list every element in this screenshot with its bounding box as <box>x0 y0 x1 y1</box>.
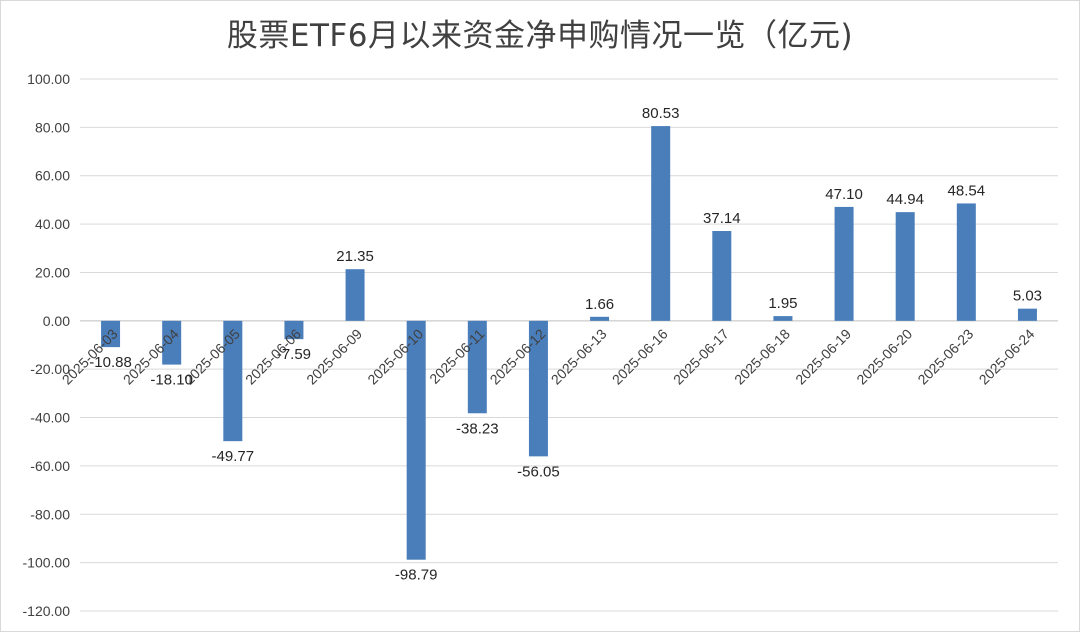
x-category-label: 2025-06-24 <box>976 325 1038 387</box>
y-tick-label: -40.00 <box>30 410 70 426</box>
data-label: -18.10 <box>150 372 193 389</box>
bar <box>1017 308 1037 321</box>
x-category-label: 2025-06-19 <box>792 325 854 387</box>
data-label: -38.23 <box>456 420 499 437</box>
data-label: -49.77 <box>212 448 255 465</box>
data-label: 47.10 <box>825 186 863 203</box>
bar <box>651 126 671 321</box>
x-category-label: 2025-06-16 <box>609 325 671 387</box>
y-tick-label: 80.00 <box>35 119 70 135</box>
x-category-label: 2025-06-23 <box>914 325 976 387</box>
data-label: 1.95 <box>768 295 797 312</box>
data-label: -10.88 <box>89 354 132 371</box>
y-tick-label: -120.00 <box>23 603 71 619</box>
bar <box>223 320 243 442</box>
x-category-label: 2025-06-18 <box>731 325 793 387</box>
bar <box>712 231 732 321</box>
data-label: -56.05 <box>517 463 560 480</box>
bar <box>956 203 976 321</box>
data-label: 44.94 <box>886 191 924 208</box>
bar <box>467 320 487 414</box>
data-label: -7.59 <box>277 346 311 363</box>
y-tick-label: 40.00 <box>35 216 70 232</box>
x-category-label: 2025-06-17 <box>670 325 732 387</box>
x-category-label: 2025-06-13 <box>548 325 610 387</box>
x-category-label: 2025-06-20 <box>853 325 915 387</box>
y-tick-label: -60.00 <box>30 458 70 474</box>
bar <box>590 316 610 321</box>
bar <box>162 320 182 365</box>
bar <box>101 320 121 348</box>
y-tick-label: 0.00 <box>43 313 70 329</box>
y-tick-label: 100.00 <box>27 71 70 87</box>
y-tick-label: 60.00 <box>35 168 70 184</box>
y-tick-label: -20.00 <box>30 361 70 377</box>
x-category-label: 2025-06-09 <box>303 325 365 387</box>
data-label: 5.03 <box>1013 288 1042 305</box>
chart-title: 股票ETF6月以来资金净申购情况一览（亿元) <box>226 18 854 54</box>
data-label: 80.53 <box>642 105 680 122</box>
data-label: 21.35 <box>336 248 374 265</box>
bar <box>528 320 548 457</box>
data-label: -98.79 <box>395 567 438 584</box>
bar <box>834 206 854 321</box>
data-label: 1.66 <box>585 296 614 313</box>
bar <box>895 212 915 321</box>
bar <box>406 320 426 560</box>
bar <box>773 316 793 321</box>
y-tick-label: -80.00 <box>30 506 70 522</box>
y-tick-label: 20.00 <box>35 264 70 280</box>
bar <box>284 320 304 340</box>
data-label: 37.14 <box>703 210 741 227</box>
data-label: 48.54 <box>948 182 986 199</box>
bar <box>345 269 365 321</box>
y-tick-label: -100.00 <box>23 555 71 571</box>
